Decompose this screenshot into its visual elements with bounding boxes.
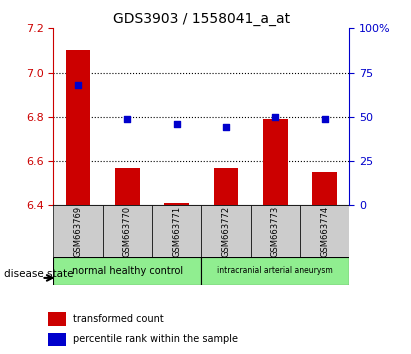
Point <box>272 114 279 120</box>
Text: GSM663770: GSM663770 <box>123 205 132 257</box>
FancyBboxPatch shape <box>53 205 103 257</box>
Bar <box>115 168 140 205</box>
Text: transformed count: transformed count <box>73 314 163 324</box>
Bar <box>214 168 238 205</box>
Title: GDS3903 / 1558041_a_at: GDS3903 / 1558041_a_at <box>113 12 290 26</box>
FancyBboxPatch shape <box>201 257 349 285</box>
FancyBboxPatch shape <box>300 205 349 257</box>
FancyBboxPatch shape <box>152 205 201 257</box>
Bar <box>48 333 66 346</box>
Text: normal healthy control: normal healthy control <box>72 266 183 276</box>
Text: GSM663772: GSM663772 <box>222 205 231 257</box>
FancyBboxPatch shape <box>251 205 300 257</box>
Text: GSM663773: GSM663773 <box>271 205 280 257</box>
Text: GSM663769: GSM663769 <box>74 205 83 257</box>
Bar <box>66 50 90 205</box>
Bar <box>164 203 189 205</box>
Bar <box>312 172 337 205</box>
Text: GSM663774: GSM663774 <box>320 205 329 257</box>
FancyBboxPatch shape <box>103 205 152 257</box>
Point <box>223 125 229 130</box>
Point <box>173 121 180 127</box>
Bar <box>48 312 66 326</box>
FancyBboxPatch shape <box>53 257 201 285</box>
Point <box>75 82 81 88</box>
Text: intracranial arterial aneurysm: intracranial arterial aneurysm <box>217 266 333 275</box>
Point <box>124 116 131 121</box>
FancyBboxPatch shape <box>201 205 251 257</box>
Bar <box>263 119 288 205</box>
Text: percentile rank within the sample: percentile rank within the sample <box>73 335 238 344</box>
Point <box>321 116 328 121</box>
Text: GSM663771: GSM663771 <box>172 205 181 257</box>
Text: disease state: disease state <box>4 269 74 279</box>
